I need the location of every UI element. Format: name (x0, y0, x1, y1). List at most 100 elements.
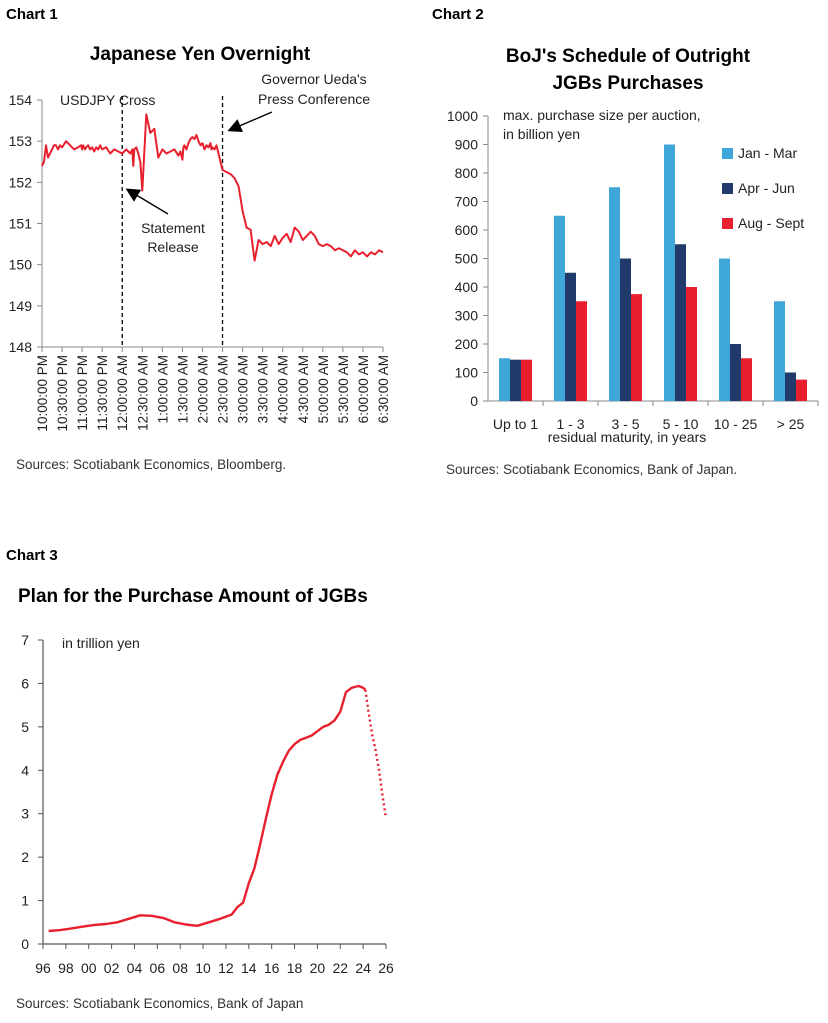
chart-2-legend-swatch (722, 183, 733, 194)
chart-1-label: Chart 1 (6, 6, 58, 23)
chart-3-x-tick-label: 06 (150, 960, 166, 976)
chart-1-annotation-press: Press Conference (258, 91, 370, 107)
chart-1-annotation-release: Release (147, 239, 199, 255)
chart-2-bar-apr-jun (785, 372, 796, 401)
chart-3-x-tick-label: 02 (104, 960, 120, 976)
chart-2-label: Chart 2 (432, 6, 484, 23)
chart-1-x-tick-label: 4:30:00 AM (296, 355, 311, 423)
chart-1-x-tick-label: 12:00:00 AM (115, 355, 130, 431)
chart-1-x-tick-label: 6:00:00 AM (356, 355, 371, 423)
chart-2-title-line-1: BoJ's Schedule of Outright (506, 46, 751, 67)
chart-1-y-tick-label: 150 (9, 257, 33, 273)
chart-3-x-tick-label: 14 (241, 960, 257, 976)
chart-2-bar-apr-jun (565, 272, 576, 401)
chart-2-legend-swatch (722, 218, 733, 229)
chart-3-x-tick-label: 12 (218, 960, 234, 976)
chart-1-x-tick-label: 1:30:00 AM (175, 355, 190, 423)
chart-1-y-tick-label: 148 (9, 339, 33, 355)
chart-2-bar-apr-jun (510, 359, 521, 401)
chart-2-bar-jan-mar (499, 358, 510, 401)
chart-2-y-tick-label: 600 (455, 222, 479, 238)
chart-1-x-tick-label: 1:00:00 AM (155, 355, 170, 423)
chart-1-y-tick-label: 154 (9, 92, 33, 108)
chart-2-legend-label: Aug - Sept (738, 215, 804, 231)
chart-3-ylabel: in trillion yen (62, 635, 140, 651)
chart-2-category-label: 5 - 10 (663, 416, 699, 432)
chart-3-x-tick-label: 16 (264, 960, 280, 976)
chart-1-series-label: USDJPY Cross (60, 92, 155, 108)
chart-2-legend-label: Apr - Jun (738, 180, 795, 196)
chart-2-bar-aug-sept (686, 287, 697, 401)
chart-3-y-tick-label: 2 (21, 849, 29, 865)
chart-1-x-tick-label: 5:00:00 AM (316, 355, 331, 423)
chart-1-x-tick-label: 10:30:00 PM (55, 355, 70, 432)
chart-3-x-tick-label: 08 (172, 960, 188, 976)
chart-3-y-tick-label: 7 (21, 632, 29, 648)
chart-3-y-tick-label: 6 (21, 675, 29, 691)
chart-1-x-tick-label: 11:00:00 PM (75, 355, 90, 431)
chart-2-y-tick-label: 900 (455, 137, 479, 153)
chart-3-x-tick-label: 98 (58, 960, 74, 976)
chart-2-y-tick-label: 0 (470, 393, 478, 409)
chart-2-category-label: 10 - 25 (714, 416, 758, 432)
chart-3-x-tick-label: 24 (355, 960, 371, 976)
chart-2-bar-aug-sept (741, 358, 752, 401)
chart-2-y-tick-label: 200 (455, 336, 479, 352)
chart-3-y-tick-label: 3 (21, 806, 29, 822)
chart-2-bar-apr-jun (730, 344, 741, 401)
chart-2-category-label: 1 - 3 (556, 416, 584, 432)
chart-2-y-tick-label: 300 (455, 308, 479, 324)
chart-3-y-tick-label: 4 (21, 762, 29, 778)
chart-2-bar-apr-jun (675, 244, 686, 401)
chart-1-x-tick-label: 2:00:00 AM (195, 355, 210, 423)
chart-2-ylabel-line-1: max. purchase size per auction, (503, 107, 701, 123)
chart-3-title: Plan for the Purchase Amount of JGBs (18, 586, 368, 607)
chart-1-x-tick-label: 3:30:00 AM (256, 355, 271, 423)
chart-2-category-label: > 25 (777, 416, 805, 432)
chart-2-source: Sources: Scotiabank Economics, Bank of J… (446, 462, 737, 477)
chart-1-x-tick-label: 11:30:00 PM (95, 355, 110, 431)
chart-2-legend-swatch (722, 148, 733, 159)
chart-2-bar-jan-mar (719, 258, 730, 401)
chart-1-title: Japanese Yen Overnight (90, 44, 311, 65)
chart-2-y-tick-label: 800 (455, 165, 479, 181)
chart-2-category-label: 3 - 5 (611, 416, 639, 432)
chart-3-x-tick-label: 00 (81, 960, 97, 976)
chart-2-y-tick-label: 1000 (447, 108, 478, 124)
chart-2-title-line-2: JGBs Purchases (552, 73, 703, 94)
chart-1-x-tick-label: 6:30:00 AM (376, 355, 391, 423)
chart-3-source: Sources: Scotiabank Economics, Bank of J… (16, 996, 303, 1011)
chart-3-x-tick-label: 18 (287, 960, 303, 976)
chart-2-y-tick-label: 400 (455, 279, 479, 295)
chart-2-xlabel: residual maturity, in years (548, 429, 706, 445)
chart-3-x-tick-label: 20 (310, 960, 326, 976)
chart-1-x-tick-label: 2:30:00 AM (216, 355, 231, 423)
chart-1-x-tick-label: 12:30:00 AM (135, 355, 150, 431)
chart-3-x-tick-label: 96 (35, 960, 51, 976)
chart-1-usdjpy-line (41, 113, 384, 262)
chart-1-y-tick-label: 151 (9, 216, 33, 232)
chart-1-y-tick-label: 149 (9, 298, 33, 314)
chart-2-bar-jan-mar (774, 301, 785, 401)
chart-3-x-tick-label: 10 (195, 960, 211, 976)
chart-3-x-tick-label: 04 (127, 960, 143, 976)
chart-1-x-tick-label: 10:00:00 PM (35, 355, 50, 432)
chart-2-legend-label: Jan - Mar (738, 145, 797, 161)
chart-2-bar-aug-sept (521, 359, 532, 401)
chart-2-category-label: Up to 1 (493, 416, 538, 432)
chart-2-bar-jan-mar (554, 215, 565, 401)
chart-3-label: Chart 3 (6, 547, 58, 564)
chart-1-annotation-statement: Statement (141, 220, 205, 236)
chart-1-y-tick-label: 153 (9, 133, 33, 149)
chart-2-ylabel-line-2: in billion yen (503, 126, 580, 142)
chart-2-bar-jan-mar (609, 187, 620, 401)
chart-2-bar-aug-sept (796, 379, 807, 401)
chart-1-annotation-governor: Governor Ueda's (261, 71, 366, 87)
chart-3-y-tick-label: 0 (21, 936, 29, 952)
chart-3-y-tick-label: 1 (21, 893, 29, 909)
chart-2-bar-apr-jun (620, 258, 631, 401)
chart-3-projection-line (364, 689, 388, 819)
chart-1-x-tick-label: 4:00:00 AM (276, 355, 291, 423)
